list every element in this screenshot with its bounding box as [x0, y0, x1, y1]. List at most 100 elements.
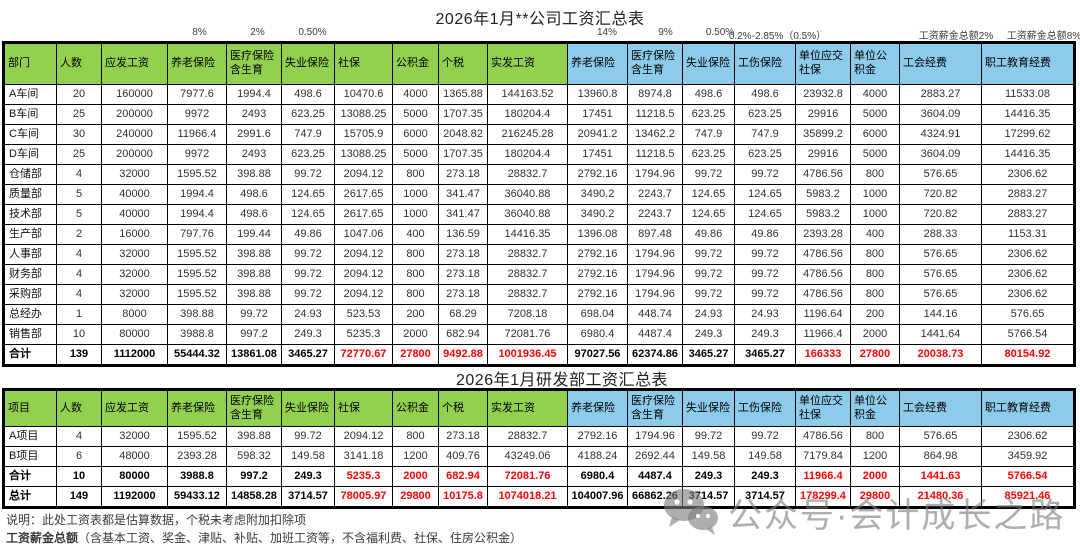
- cell: 99.72: [281, 264, 335, 285]
- cell: 800: [392, 426, 439, 447]
- cell: 4: [56, 244, 102, 265]
- cell: 78005.97: [334, 486, 393, 507]
- column-header: 职工教育经费: [981, 43, 1074, 85]
- cell: D车间: [4, 144, 57, 165]
- cell: 2000: [850, 324, 900, 345]
- total-row: 合计 139 1112000 55444.32 13861.08 3465.27 72770…: [4, 344, 1074, 365]
- cell: 1794.96: [627, 164, 683, 185]
- column-header: 实发工资: [487, 390, 568, 427]
- cell: 273.18: [438, 164, 488, 185]
- rate-label: 8%: [192, 27, 207, 38]
- cell: 7977.6: [167, 84, 227, 105]
- cell: 800: [392, 164, 439, 185]
- cell: 249.3: [734, 324, 796, 345]
- cell: 7179.84: [795, 446, 851, 467]
- cell: 797.76: [167, 224, 227, 245]
- cell: 2306.62: [981, 426, 1074, 447]
- cell: 2617.65: [334, 184, 393, 205]
- cell: 11966.4: [167, 124, 227, 145]
- cell: 1707.35: [438, 144, 488, 165]
- cell: 3988.8: [167, 324, 227, 345]
- cell: 3465.27: [682, 344, 735, 365]
- cell: 29916: [795, 104, 851, 125]
- cell: 财务部: [4, 264, 57, 285]
- cell: 623.25: [682, 144, 735, 165]
- cell: 1047.06: [334, 224, 393, 245]
- cell: 9972: [167, 104, 227, 125]
- cell: 104007.96: [567, 486, 628, 507]
- cell: 3490.2: [567, 184, 628, 205]
- cell: 99.72: [281, 284, 335, 305]
- cell: 99.72: [281, 164, 335, 185]
- cell: 20038.73: [899, 344, 982, 365]
- cell: 36040.88: [487, 184, 568, 205]
- column-header: 失业保险: [682, 43, 735, 85]
- cell: 3465.27: [734, 344, 796, 365]
- cell: 160000: [101, 84, 168, 105]
- cell: 498.6: [281, 84, 335, 105]
- cell: 55444.32: [167, 344, 227, 365]
- rate-label: 0.2%-2.85%（0.5%）: [728, 31, 827, 42]
- cell: 2883.27: [899, 84, 982, 105]
- table-row: D车间 25 200000 9972 2493 623.25 13088.25 5000 170…: [4, 144, 1074, 165]
- cell: 14416.35: [487, 224, 568, 245]
- cell: 409.76: [438, 446, 488, 467]
- cell: 28832.7: [487, 244, 568, 265]
- cell: 249.3: [682, 466, 735, 487]
- cell: 400: [392, 224, 439, 245]
- column-header: 实发工资: [487, 43, 568, 85]
- cell: 124.65: [734, 184, 796, 205]
- table-row: A车间 20 160000 7977.6 1994.4 498.6 10470.6 4000 1…: [4, 84, 1074, 105]
- cell: 249.3: [734, 466, 796, 487]
- cell: 总经办: [4, 304, 57, 325]
- note-line1: 说明：此处工资表都是估算数据，个税未考虑附加扣除项: [6, 513, 307, 527]
- cell: 2883.27: [981, 184, 1074, 205]
- column-header: 医疗保险含生育: [627, 390, 683, 427]
- cell: 99.72: [682, 284, 735, 305]
- rate-label: 2%: [250, 27, 265, 38]
- cell: 10470.6: [334, 84, 393, 105]
- cell: 2243.7: [627, 184, 683, 205]
- note-line2-term: 工资薪金总额: [6, 531, 79, 545]
- cell: 85921.46: [981, 486, 1074, 507]
- cell: 48000: [101, 446, 168, 467]
- cell: 3714.57: [734, 486, 796, 507]
- cell: 11533.08: [981, 84, 1074, 105]
- cell: 698.04: [567, 304, 628, 325]
- table-row: A项目 4 32000 1595.52 398.88 99.72 2094.12 800 273…: [4, 426, 1074, 447]
- cell: 99.72: [682, 264, 735, 285]
- cell: 99.72: [734, 164, 796, 185]
- cell: 13960.8: [567, 84, 628, 105]
- cell: 498.6: [226, 184, 282, 205]
- cell: 80154.92: [981, 344, 1074, 365]
- cell: 2991.6: [226, 124, 282, 145]
- cell: 4000: [850, 84, 900, 105]
- cell: 1994.4: [226, 84, 282, 105]
- cell: 17451: [567, 104, 628, 125]
- cell: 10175.8: [438, 486, 488, 507]
- cell: 6980.4: [567, 466, 628, 487]
- cell: 747.9: [682, 124, 735, 145]
- column-header: 失业保险: [281, 390, 335, 427]
- cell: 897.48: [627, 224, 683, 245]
- cell: 576.65: [899, 264, 982, 285]
- cell: 25: [56, 144, 102, 165]
- cell: 5000: [392, 104, 439, 125]
- column-header: 应发工资: [101, 43, 168, 85]
- cell: 35899.2: [795, 124, 851, 145]
- column-header: 工会经费: [899, 390, 982, 427]
- cell: 139: [56, 344, 102, 365]
- cell: 498.6: [734, 84, 796, 105]
- cell: B项目: [4, 446, 57, 467]
- cell: 17451: [567, 144, 628, 165]
- watermark: 公众号·会计成长之路: [662, 487, 1065, 537]
- cell: 1441.64: [899, 324, 982, 345]
- cell: 2792.16: [567, 164, 628, 185]
- cell: 2792.16: [567, 264, 628, 285]
- company-table-title: 2026年1月**公司工资汇总表: [435, 11, 645, 28]
- cell: 27800: [392, 344, 439, 365]
- column-header: 医疗保险含生育: [627, 43, 683, 85]
- cell: 273.18: [438, 284, 488, 305]
- cell: 1396.08: [567, 224, 628, 245]
- cell: 99.72: [281, 244, 335, 265]
